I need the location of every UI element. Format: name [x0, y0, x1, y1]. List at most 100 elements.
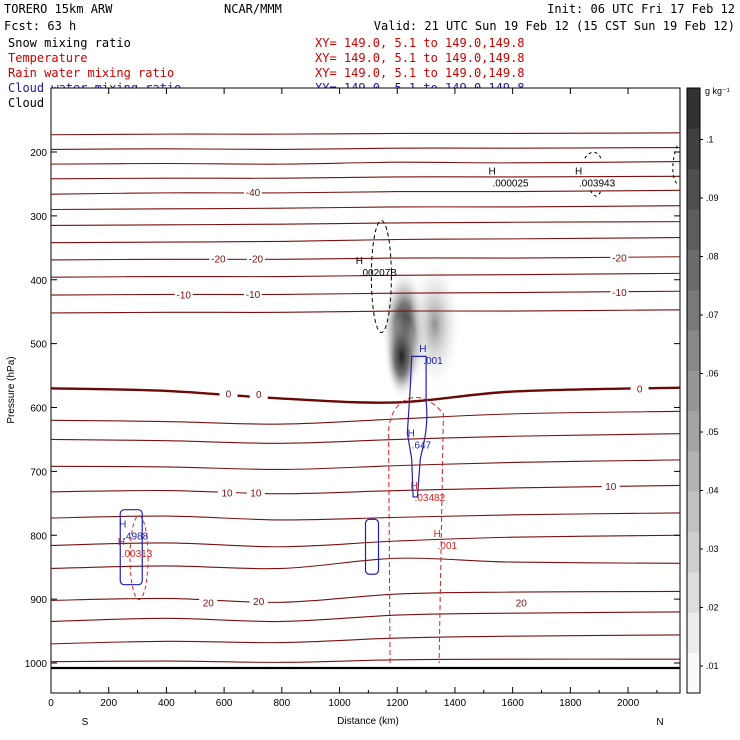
temperature-isotherm	[51, 590, 680, 603]
temperature-isotherm	[51, 484, 680, 495]
x-tick-label: 200	[100, 698, 117, 709]
contour-label: -10	[612, 288, 627, 299]
max-value: .00207B	[360, 268, 398, 279]
cloud-water-contour	[406, 355, 428, 498]
contour-label: 20	[253, 597, 265, 608]
contour-label: -40	[246, 188, 261, 199]
max-marker: H	[488, 167, 495, 178]
temperature-isotherm	[51, 237, 680, 244]
contour-label: 20	[516, 598, 528, 609]
colorbar-frame	[686, 87, 701, 694]
colorbar-tick-label: .1	[706, 135, 714, 145]
contour-label: 0	[637, 384, 643, 395]
temperature-isotherm	[51, 512, 680, 521]
north-label: N	[656, 717, 663, 728]
y-tick-label: 300	[30, 212, 47, 223]
colorbar-tick-label: .08	[706, 252, 719, 262]
x-tick-label: 1800	[559, 698, 582, 709]
colorbar-swatch	[687, 491, 700, 533]
colorbar: .01 .02 .03 .04 .05 .06 .07 .08 .09 .1	[686, 87, 719, 694]
temperature-contours	[51, 132, 680, 663]
y-tick-label: 400	[30, 276, 47, 287]
max-value: .001	[438, 541, 458, 552]
x-tick-label: 0	[48, 698, 54, 709]
temperature-isotherm	[51, 272, 680, 278]
temperature-isotherm	[51, 290, 680, 296]
legend-label: Rain water mixing ratio	[8, 66, 174, 80]
south-label: S	[82, 717, 89, 728]
legend-xy: XY= 149.0, 5.1 to 149.0,149.8	[315, 51, 525, 65]
colorbar-swatch	[687, 209, 700, 250]
contour-label-bg	[610, 285, 629, 297]
init-time: Init: 06 UTC Fri 17 Feb 12	[547, 2, 735, 16]
x-axis-label: Distance (km)	[337, 716, 399, 727]
contour-label-bg	[246, 486, 265, 498]
contour-label-bg	[249, 388, 268, 400]
max-value: .4988	[123, 531, 148, 542]
temperature-isotherm	[51, 433, 680, 444]
legend-xy: XY= 149.0, 5.1 to 149.0,149.8	[315, 36, 525, 50]
max-marker: H	[575, 167, 582, 178]
temperature-isotherm	[51, 161, 680, 165]
temperature-isotherm	[51, 146, 680, 151]
temperature-isotherm	[51, 534, 680, 548]
contour-label-bg	[601, 480, 620, 492]
y-tick-label: 900	[30, 595, 47, 606]
ice-contour	[584, 151, 602, 159]
colorbar-swatch	[687, 168, 700, 210]
contour-label: -10	[176, 290, 191, 301]
contour-label: -20	[612, 253, 627, 264]
y-tick-label: 800	[30, 531, 47, 542]
center-title: NCAR/MMM	[224, 2, 282, 16]
y-tick-label: 200	[30, 148, 47, 159]
max-marker: H	[408, 429, 415, 440]
temperature-isotherm	[51, 459, 680, 471]
contour-label-bg	[218, 486, 237, 498]
snow-shading	[382, 259, 461, 399]
max-marker: H	[411, 481, 418, 492]
max-marker: H	[119, 519, 126, 530]
colorbar-tick-label: .07	[706, 310, 719, 320]
contour-label-bg	[630, 382, 649, 394]
contour-labels: -40 -20 -20 -20 -10 -10 -10 0 0 0 10 10 10 20 20 20	[174, 186, 649, 609]
temperature-isotherm	[51, 386, 680, 404]
legend-label: Temperature	[8, 51, 87, 65]
max-value: .000025	[492, 179, 529, 190]
rain-contour	[388, 396, 444, 664]
x-tick-label: 1000	[328, 698, 351, 709]
contour-label-bg	[246, 252, 265, 264]
x-tick-label: 400	[158, 698, 175, 709]
x-tick-label: 2000	[617, 698, 640, 709]
ice-contour	[672, 145, 678, 185]
contour-label: 0	[256, 390, 262, 401]
temperature-isotherm	[51, 634, 680, 645]
max-value: .001	[423, 356, 443, 367]
forecast-hour: Fcst: 63 h	[4, 19, 76, 33]
axes: 0 200 400 600 800 1000 1200 1400 1600 1800 2000200…	[25, 88, 680, 709]
max-value: .00313	[122, 549, 153, 560]
colorbar-swatch	[687, 451, 700, 492]
y-tick-label: 500	[30, 340, 47, 351]
contour-label-bg	[174, 288, 193, 300]
colorbar-swatch	[687, 249, 700, 291]
colorbar-tick-label: .09	[706, 193, 719, 203]
legend-label: Snow mixing ratio	[8, 36, 131, 50]
temperature-isotherm	[51, 132, 680, 136]
x-tick-label: 600	[216, 698, 233, 709]
contour-label-bg	[199, 596, 218, 608]
colorbar-swatch	[687, 410, 700, 452]
contour-label: 10	[250, 488, 262, 499]
colorbar-swatch	[687, 370, 700, 412]
model-title: TORERO 15km ARW	[4, 2, 113, 16]
contour-label: 0	[226, 389, 232, 400]
colorbar-swatch	[687, 330, 700, 371]
max-marker: H	[434, 529, 441, 540]
max-value: .647	[412, 441, 432, 452]
x-tick-label: 800	[273, 698, 290, 709]
contour-label-bg	[243, 287, 262, 299]
contour-label: -20	[249, 255, 264, 266]
y-axis-label: Pressure (hPa)	[6, 356, 17, 423]
valid-time: Valid: 21 UTC Sun 19 Feb 12 (15 CST Sun …	[374, 19, 735, 33]
temperature-isotherm	[51, 557, 680, 570]
